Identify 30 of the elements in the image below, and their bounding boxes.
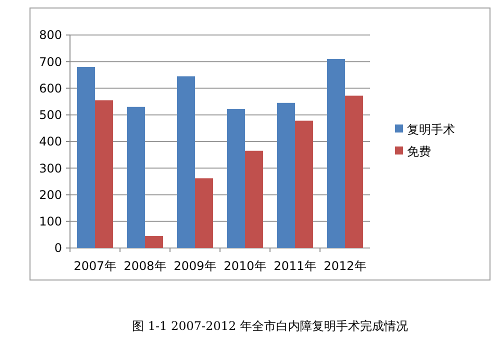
legend-label: 免费	[407, 144, 431, 159]
bar	[127, 106, 145, 248]
text: 图 1-1 2007-2012 年全市白内障复明手术完成情况	[132, 319, 408, 333]
bar	[345, 96, 363, 248]
x-tick-label: 2009年	[174, 259, 216, 273]
bar	[195, 178, 213, 248]
y-tick-label: 400	[39, 134, 62, 149]
bar	[245, 150, 263, 248]
bar	[327, 58, 345, 248]
bar	[295, 120, 313, 248]
bar	[95, 100, 113, 248]
x-tick-label: 2012年	[324, 259, 366, 273]
x-tick-label: 2011年	[274, 259, 316, 273]
y-tick-label: 500	[39, 108, 62, 122]
bar	[227, 109, 245, 248]
y-tick-label: 300	[39, 161, 62, 176]
x-tick-label: 2007年	[74, 259, 116, 273]
bar	[277, 102, 295, 248]
bar	[77, 66, 95, 248]
bar	[145, 236, 163, 248]
y-tick-label: 100	[39, 214, 62, 229]
y-tick-label: 600	[39, 81, 62, 96]
y-tick-label: 200	[39, 188, 62, 202]
y-tick-label: 700	[39, 54, 62, 69]
legend-label: 复明手术	[407, 122, 455, 137]
x-tick-label: 2008年	[124, 259, 166, 273]
y-tick-label: 0	[54, 241, 62, 256]
y-tick-label: 800	[39, 28, 62, 42]
bar	[177, 76, 195, 248]
x-tick-label: 2010年	[224, 259, 266, 273]
